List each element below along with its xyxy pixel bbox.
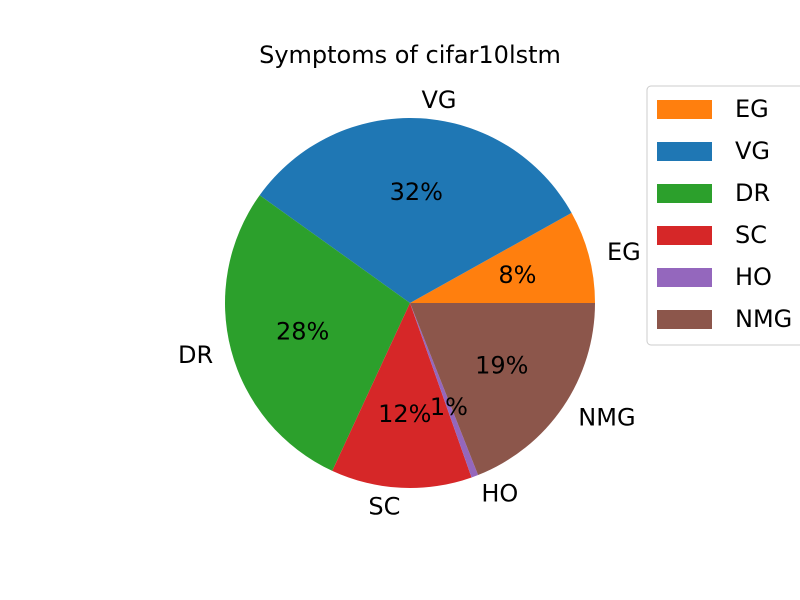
slice-label-ho: HO bbox=[481, 480, 518, 508]
legend-label-nmg: NMG bbox=[735, 305, 792, 333]
legend-swatch-ho bbox=[657, 268, 712, 287]
legend-swatch-nmg bbox=[657, 310, 712, 329]
slice-label-sc: SC bbox=[368, 492, 400, 520]
slice-label-eg: EG bbox=[607, 238, 641, 266]
legend-label-eg: EG bbox=[735, 95, 769, 123]
legend-swatch-sc bbox=[657, 226, 712, 245]
legend-label-vg: VG bbox=[735, 137, 770, 165]
legend-swatch-vg bbox=[657, 142, 712, 161]
pie-slices bbox=[225, 118, 595, 488]
slice-percent-vg: 32% bbox=[390, 178, 443, 206]
pie-slice-dr bbox=[225, 195, 410, 471]
legend-items: EG VG DR SC HO NMG bbox=[657, 95, 792, 333]
legend-label-ho: HO bbox=[735, 263, 772, 291]
legend-swatch-dr bbox=[657, 184, 712, 203]
slice-percent-dr: 28% bbox=[276, 317, 329, 345]
slice-percent-labels: 8% 32% 28% 12%1%19% bbox=[276, 178, 536, 428]
legend: EG VG DR SC HO NMG bbox=[646, 85, 800, 346]
slice-label-dr: DR bbox=[178, 341, 213, 369]
legend-label-dr: DR bbox=[735, 179, 770, 207]
pie-slice-nmg bbox=[410, 303, 595, 476]
pie-slice-eg bbox=[410, 212, 595, 303]
chart-title: Symptoms of cifar10lstm bbox=[259, 41, 561, 69]
pie-slice-sc bbox=[332, 303, 472, 488]
legend-swatch-eg bbox=[657, 100, 712, 119]
slice-label-vg: VG bbox=[422, 86, 457, 114]
slice-label-nmg: NMG bbox=[578, 403, 635, 431]
legend-label-sc: SC bbox=[735, 221, 767, 249]
pie-slice-ho bbox=[410, 303, 479, 478]
pie-slice-vg bbox=[259, 118, 572, 303]
slice-percent-sc: 12% bbox=[378, 400, 431, 428]
slice-percent-eg: 8% bbox=[498, 261, 536, 289]
slice-category-labels: EG VG DR SC HO NMG bbox=[178, 86, 641, 520]
slice-percent-ho: 1% bbox=[430, 393, 468, 421]
slice-percent-nmg: 19% bbox=[475, 351, 528, 379]
